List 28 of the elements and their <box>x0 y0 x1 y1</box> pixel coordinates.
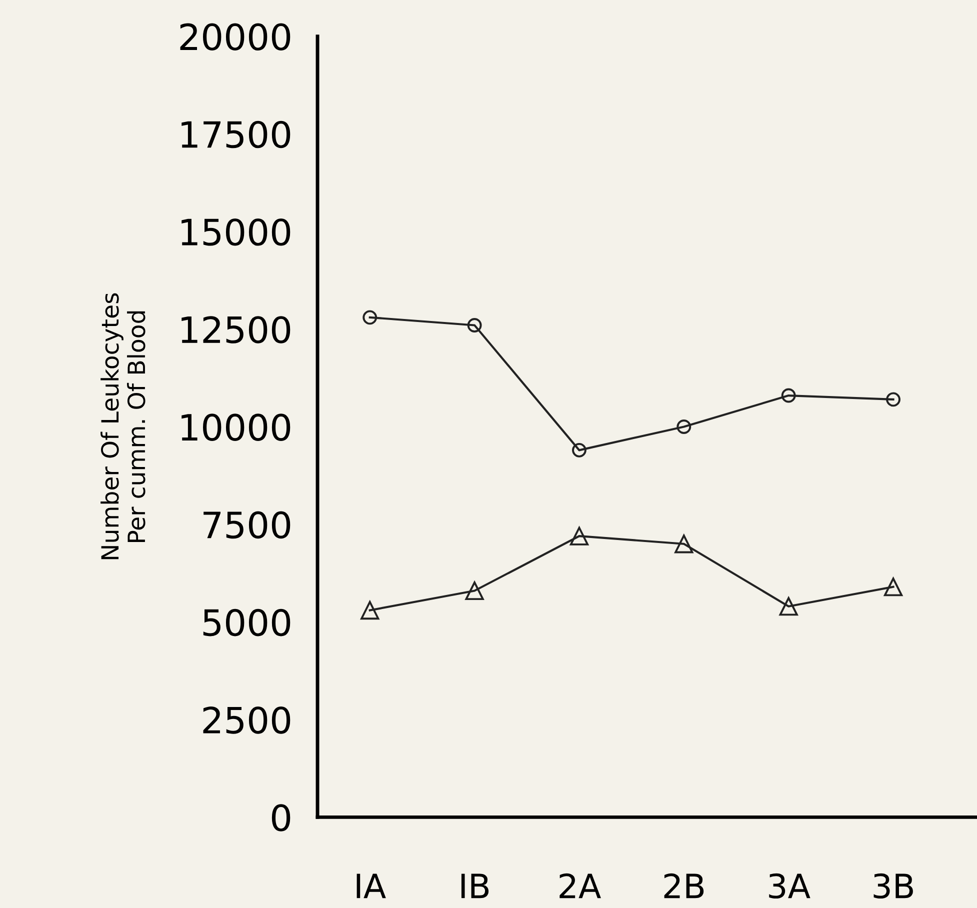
x-tick-label: IA <box>356 874 386 898</box>
x-tick-label: 3A <box>769 873 810 899</box>
y-tick-label: 15000 <box>182 218 290 246</box>
point <box>467 318 482 332</box>
y-tick-label: 2500 <box>203 706 290 734</box>
point <box>781 388 796 403</box>
y-tick-label: 5000 <box>203 608 290 636</box>
point <box>465 581 484 600</box>
point <box>884 578 903 596</box>
x-tick-label: 2B <box>664 873 704 898</box>
x-tick-label: 3B <box>874 873 913 899</box>
y-tick-label: 7500 <box>204 511 290 539</box>
y-axis-title: Number Of Leukocytes Per cumm. Of Blood <box>100 293 146 560</box>
x-tick-label: IB <box>461 874 489 898</box>
y-tick-label: 20000 <box>180 23 290 51</box>
point <box>676 420 692 434</box>
point <box>570 526 589 546</box>
point <box>360 600 380 620</box>
y-tick-label: 17500 <box>182 120 290 148</box>
y-tick-label: 0 <box>272 804 290 832</box>
point <box>779 597 798 616</box>
y-tick-label: 10000 <box>182 414 290 441</box>
point <box>886 392 900 407</box>
y-tick-label: 12500 <box>182 316 290 344</box>
point <box>674 534 694 554</box>
x-tick-label: 2A <box>560 873 601 898</box>
point <box>362 310 378 325</box>
point <box>572 442 586 458</box>
